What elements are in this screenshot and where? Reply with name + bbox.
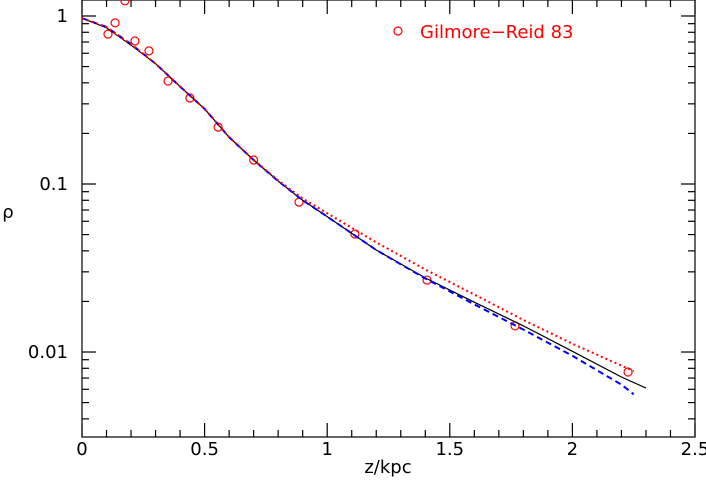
data-point	[249, 155, 259, 165]
y-tick-label: 1	[57, 6, 68, 27]
data-point	[144, 46, 154, 56]
data-point	[163, 76, 173, 86]
plot-frame	[81, 0, 696, 438]
x-tick-label: 1.5	[435, 439, 464, 460]
legend-marker	[393, 26, 403, 36]
data-point	[120, 0, 130, 6]
x-tick-label: 2	[567, 439, 578, 460]
y-axis-label: ρ	[2, 202, 13, 223]
data-point	[350, 229, 360, 239]
line-dotted	[81, 17, 635, 373]
data-point	[623, 367, 633, 377]
data-point	[185, 93, 195, 103]
x-tick-label: 0.5	[190, 439, 219, 460]
data-point	[110, 18, 120, 28]
x-tick-label: 0	[76, 439, 87, 460]
x-axis-label: z/kpc	[364, 457, 411, 478]
y-tick-label: 0.1	[39, 174, 68, 195]
y-tick-label: 0.01	[28, 342, 68, 363]
legend-label: Gilmore−Reid 83	[420, 22, 573, 43]
x-tick-label: 2.5	[681, 439, 706, 460]
x-tick-label: 1	[321, 439, 332, 460]
line-dashed	[81, 17, 635, 396]
data-point	[130, 36, 140, 46]
data-point	[103, 29, 113, 39]
